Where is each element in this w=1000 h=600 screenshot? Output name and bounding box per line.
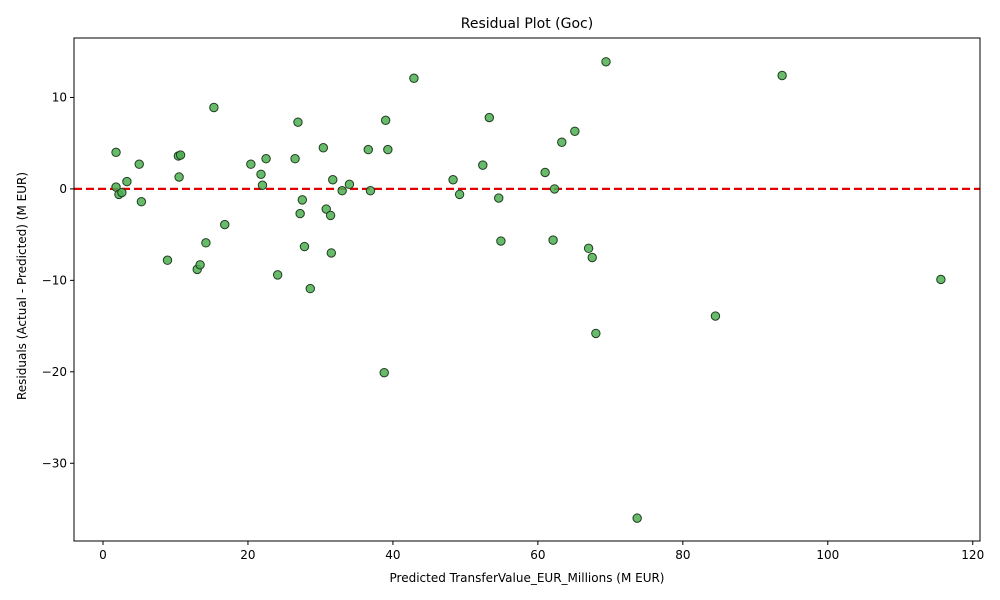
data-point <box>321 204 331 214</box>
data-point <box>111 147 121 158</box>
data-point <box>326 248 337 258</box>
data-point <box>478 160 488 170</box>
data-point <box>601 57 611 67</box>
data-point <box>344 179 355 190</box>
data-point <box>174 172 184 182</box>
data-point <box>936 274 946 285</box>
data-point <box>290 154 300 164</box>
data-point <box>710 311 721 321</box>
x-tick-label: 60 <box>530 548 545 562</box>
data-point <box>383 144 393 155</box>
data-point <box>379 368 389 378</box>
data-point <box>337 186 347 196</box>
data-point <box>549 184 560 194</box>
data-point <box>557 137 567 147</box>
data-point <box>136 197 147 207</box>
data-point <box>591 328 601 339</box>
data-point <box>175 150 186 160</box>
data-point <box>570 126 580 136</box>
data-point <box>777 70 787 81</box>
data-point <box>297 195 308 205</box>
x-tick-label: 20 <box>240 548 255 562</box>
data-point <box>134 159 144 169</box>
data-point <box>496 236 506 246</box>
data-point <box>380 115 391 126</box>
data-point <box>272 270 283 280</box>
plot-frame <box>73 37 981 542</box>
data-point <box>209 102 219 113</box>
x-tick-label: 120 <box>961 548 984 562</box>
x-tick-label: 80 <box>675 548 690 562</box>
data-point <box>257 180 268 190</box>
data-point <box>246 159 256 169</box>
data-point <box>117 187 127 198</box>
data-point <box>220 219 230 230</box>
data-point <box>305 283 315 294</box>
data-point <box>587 252 597 263</box>
y-tick-label: −20 <box>42 365 67 379</box>
data-point <box>494 193 504 203</box>
data-point <box>454 189 465 200</box>
chart-title: Residual Plot (Goc) <box>461 16 593 32</box>
data-point <box>195 260 205 270</box>
data-point <box>484 112 495 123</box>
y-axis-title: Residuals (Actual - Predicted) (M EUR) <box>15 172 29 400</box>
x-tick-label: 40 <box>385 548 400 562</box>
y-axis: −30 −20 −10 0 10 <box>42 90 74 470</box>
x-axis: 0 20 40 60 80 100 120 <box>99 541 984 562</box>
data-point <box>328 175 338 185</box>
data-point <box>299 241 310 252</box>
data-point <box>363 144 373 155</box>
data-point <box>325 210 336 221</box>
data-point <box>261 154 271 164</box>
y-tick-label: 10 <box>52 90 67 104</box>
data-point <box>632 513 642 523</box>
data-point <box>540 167 550 178</box>
plot-area <box>74 57 980 523</box>
y-tick-label: 0 <box>59 182 67 196</box>
data-point <box>548 235 558 245</box>
data-point <box>293 117 303 127</box>
x-axis-title: Predicted TransferValue_EUR_Millions (M … <box>390 571 665 585</box>
x-tick-label: 0 <box>99 548 107 562</box>
data-point <box>409 73 419 83</box>
data-point <box>256 169 266 179</box>
data-point <box>295 208 305 219</box>
data-point <box>583 243 594 254</box>
data-point <box>122 176 132 187</box>
data-point <box>318 143 329 153</box>
y-tick-label: −10 <box>42 273 67 287</box>
data-point <box>201 238 211 248</box>
y-tick-label: −30 <box>42 456 67 470</box>
data-point <box>162 255 173 265</box>
data-point <box>365 186 376 196</box>
data-point <box>448 175 458 185</box>
x-tick-label: 100 <box>816 548 839 562</box>
